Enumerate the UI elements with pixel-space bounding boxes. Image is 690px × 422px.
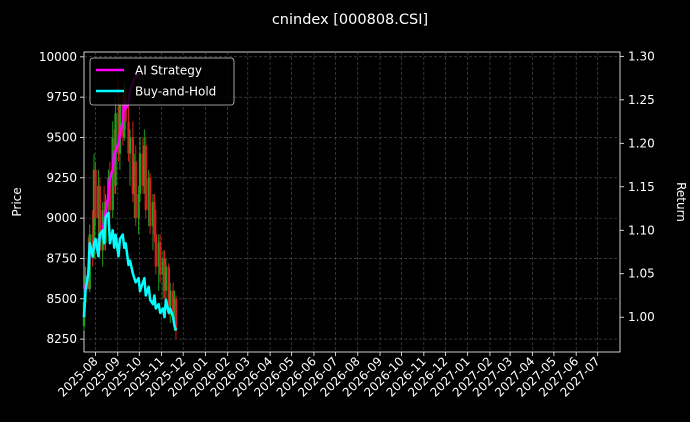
candlestick (133, 153, 136, 219)
right-y-tick-label: 1.05 (628, 267, 655, 281)
candle-body (138, 153, 142, 194)
candle-body (98, 185, 102, 251)
candle-body (158, 242, 162, 275)
legend-label-buy-and-hold: Buy-and-Hold (135, 85, 216, 99)
legend-box (89, 57, 235, 106)
candle-body (108, 177, 112, 211)
candlestick (131, 121, 135, 202)
candlestick (144, 137, 147, 219)
candlestick (154, 210, 158, 275)
left-y-tick-label: 9500 (46, 130, 77, 144)
candlestick (158, 234, 162, 283)
candle-body (161, 258, 165, 275)
candle-body (151, 202, 155, 227)
candlestick (153, 193, 156, 243)
right-y-axis: 1.00 1.05 1.10 1.15 1.20 1.25 1.30 (620, 49, 655, 324)
series-line-buy-and-hold (82, 211, 178, 331)
candle-body (128, 137, 132, 154)
candlestick (148, 172, 152, 235)
right-y-tick-label: 1.20 (628, 136, 655, 150)
candle-body (169, 290, 172, 307)
candle-body (134, 161, 137, 219)
candlestick (137, 185, 140, 235)
candle-body (111, 137, 114, 211)
candle-body (127, 121, 130, 154)
candlestick (134, 145, 137, 227)
candlestick (141, 137, 145, 194)
candlestick (151, 193, 155, 251)
candlestick (163, 250, 166, 299)
candle-body (163, 258, 166, 291)
candlestick (147, 169, 150, 227)
right-y-tick-label: 1.10 (628, 223, 655, 237)
candle-body (92, 169, 96, 259)
candle-body (94, 169, 97, 219)
candlestick (97, 169, 100, 238)
candle-body (133, 161, 136, 194)
left-y-tick-label: 10000 (39, 50, 77, 64)
candle-body (144, 145, 147, 211)
candle-body (167, 266, 170, 307)
left-y-tick-label: 9250 (46, 171, 77, 185)
candlestick (94, 161, 97, 227)
candle-body (97, 185, 100, 219)
right-y-tick-label: 1.25 (628, 93, 655, 107)
right-y-tick-label: 1.00 (628, 310, 655, 324)
left-y-axis-label: Price (10, 187, 24, 216)
candle-body (117, 113, 120, 154)
candlestick (167, 263, 170, 315)
chart-title: cnindex [000808.CSI] (272, 12, 428, 28)
candle-body (153, 202, 156, 235)
candle-body (131, 137, 135, 194)
candle-body (174, 298, 178, 332)
candle-body (147, 177, 150, 211)
candle-body (137, 193, 140, 219)
candlestick (161, 250, 165, 299)
right-y-tick-label: 1.15 (628, 180, 655, 194)
candle-body (143, 145, 146, 186)
candlestick (143, 129, 146, 194)
left-y-tick-label: 8750 (46, 251, 77, 265)
candlestick (169, 282, 172, 323)
candle-body (154, 234, 158, 267)
candle-body (141, 153, 145, 186)
candle-body (164, 266, 168, 291)
legend: AI Strategy Buy-and-Hold (89, 57, 235, 106)
candlestick (138, 137, 142, 202)
candlestick (157, 234, 160, 291)
legend-label-ai-strategy: AI Strategy (135, 64, 202, 78)
candlestick (127, 105, 130, 162)
left-y-axis: 8250 8500 8750 9000 9250 9500 9750 10000 (39, 50, 84, 346)
candle-body (157, 242, 160, 267)
left-y-tick-label: 8250 (46, 332, 77, 346)
candlestick (174, 295, 178, 340)
right-y-tick-label: 1.30 (628, 49, 655, 63)
candlestick (128, 129, 132, 186)
left-y-tick-label: 8500 (46, 292, 77, 306)
candle-body (171, 290, 175, 315)
candle-body (173, 298, 176, 315)
candle-body (148, 177, 152, 227)
left-y-tick-label: 9000 (46, 211, 77, 225)
candle-body (87, 276, 90, 290)
right-y-axis-label: Return (674, 182, 688, 222)
left-y-tick-label: 9750 (46, 90, 77, 104)
